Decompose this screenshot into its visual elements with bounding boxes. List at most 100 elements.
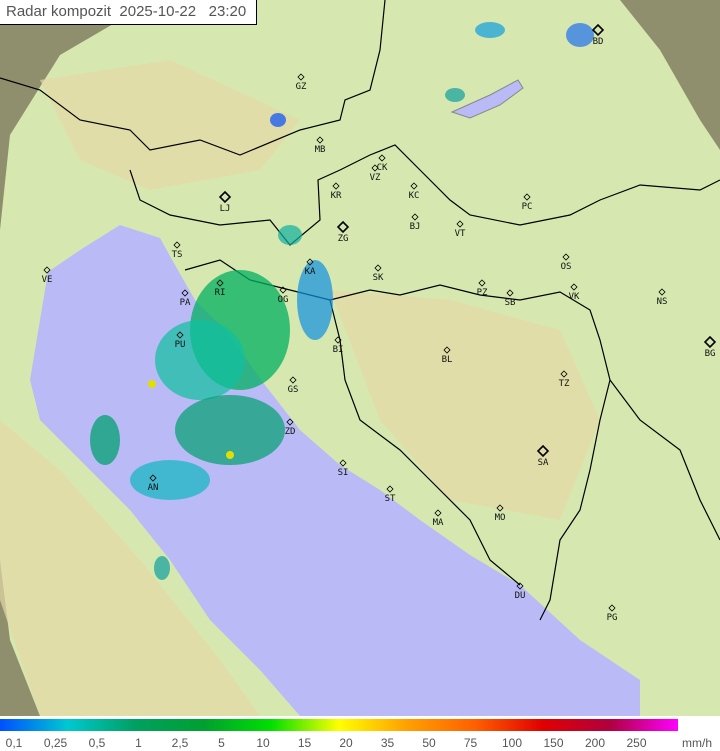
city-label: BL — [442, 355, 453, 365]
city-label: KA — [305, 267, 316, 277]
city-marker-icon — [386, 485, 394, 493]
city-label: PU — [175, 340, 186, 350]
city-marker-icon — [374, 264, 382, 272]
legend-color-bar — [0, 719, 678, 731]
city-label: VK — [569, 292, 580, 302]
city-marker-icon — [286, 418, 294, 426]
city-marker-icon — [434, 509, 442, 517]
city-label: PG — [607, 613, 618, 623]
legend-label: 2,5 — [171, 736, 189, 750]
city-marker-icon — [443, 346, 451, 354]
city-marker-icon — [562, 253, 570, 261]
city-label: OG — [278, 295, 289, 305]
city-label: OS — [561, 262, 572, 272]
city-marker-icon — [411, 213, 419, 221]
city-marker-icon — [216, 279, 224, 287]
city-marker-icon — [297, 73, 305, 81]
city-marker-icon — [149, 474, 157, 482]
lake-balaton — [450, 79, 524, 119]
city-label: GS — [288, 385, 299, 395]
city-label: ZG — [338, 234, 349, 244]
city-marker-icon — [456, 220, 464, 228]
legend-label: 0,5 — [88, 736, 106, 750]
legend-label: 100 — [501, 736, 523, 750]
legend-unit: mm/h — [682, 736, 712, 750]
city-marker-icon — [506, 289, 514, 297]
city-label: KR — [331, 191, 342, 201]
city-marker-icon — [570, 283, 578, 291]
legend-label: 150 — [543, 736, 564, 750]
city-label: GZ — [296, 82, 307, 92]
city-marker-icon — [279, 286, 287, 294]
rain-echoes — [90, 22, 594, 580]
city-marker-icon — [289, 376, 297, 384]
city-label: BJ — [410, 222, 421, 232]
city-marker-icon — [181, 289, 189, 297]
title-date: 2025-10-22 — [119, 3, 197, 20]
city-label: SA — [538, 458, 549, 468]
city-label: SK — [373, 273, 384, 283]
city-label: VZ — [370, 173, 381, 183]
city-label: BG — [705, 349, 716, 359]
city-label: MO — [495, 513, 506, 523]
legend-label: 1 — [135, 736, 142, 750]
city-label: CK — [377, 163, 388, 173]
terrain-hills — [0, 60, 600, 716]
city-label: PC — [522, 202, 533, 212]
city-marker-icon — [306, 258, 314, 266]
city-marker-icon — [591, 23, 605, 37]
city-marker-icon — [218, 190, 232, 204]
title-time: 23:20 — [208, 3, 247, 20]
city-marker-icon — [658, 288, 666, 296]
map-title: Radar kompozit 2025-10-22 23:20 — [0, 0, 258, 25]
city-label: RI — [215, 288, 226, 298]
city-marker-icon — [608, 604, 616, 612]
city-marker-icon — [378, 154, 386, 162]
city-label: SI — [338, 468, 349, 478]
city-label: PZ — [477, 288, 488, 298]
city-marker-icon — [496, 504, 504, 512]
city-marker-icon — [523, 193, 531, 201]
city-marker-icon — [560, 370, 568, 378]
city-marker-icon — [332, 182, 340, 190]
city-label: MB — [315, 145, 326, 155]
city-label: AN — [148, 483, 159, 493]
city-label: BI — [333, 345, 344, 355]
city-label: DU — [515, 591, 526, 601]
city-marker-icon — [410, 182, 418, 190]
precipitation-legend: 0,1 0,25 0,5 1 2,5 5 10 15 20 35 50 75 100 150 200 250 … — [0, 716, 720, 751]
legend-label: 250 — [626, 736, 647, 750]
country-borders — [0, 0, 720, 621]
city-marker-icon — [176, 331, 184, 339]
city-label: SB — [505, 298, 516, 308]
legend-label: 50 — [422, 736, 436, 750]
title-text: Radar kompozit — [6, 3, 112, 20]
city-label: TZ — [559, 379, 570, 389]
city-label: VE — [42, 275, 53, 285]
city-marker-icon — [316, 136, 324, 144]
city-label: TS — [172, 250, 183, 260]
city-marker-icon — [43, 266, 51, 274]
legend-label: 200 — [584, 736, 606, 750]
city-label: VT — [455, 229, 466, 239]
city-marker-icon — [334, 336, 342, 344]
legend-label: 15 — [297, 736, 312, 750]
legend-label: 10 — [256, 736, 270, 750]
legend-label: 0,25 — [43, 736, 68, 750]
legend-label: 0,1 — [5, 736, 23, 750]
city-label: MA — [433, 518, 444, 528]
city-marker-icon — [703, 335, 717, 349]
legend-label: 5 — [218, 736, 225, 750]
city-label: NS — [657, 297, 668, 307]
city-marker-icon — [371, 164, 379, 172]
legend-label: 75 — [463, 736, 478, 750]
city-marker-icon — [536, 444, 550, 458]
city-marker-icon — [516, 582, 524, 590]
legend-label: 35 — [380, 736, 395, 750]
city-label: ZD — [285, 427, 296, 437]
city-marker-icon — [339, 459, 347, 467]
city-label: ST — [385, 494, 396, 504]
legend-label: 20 — [339, 736, 353, 750]
